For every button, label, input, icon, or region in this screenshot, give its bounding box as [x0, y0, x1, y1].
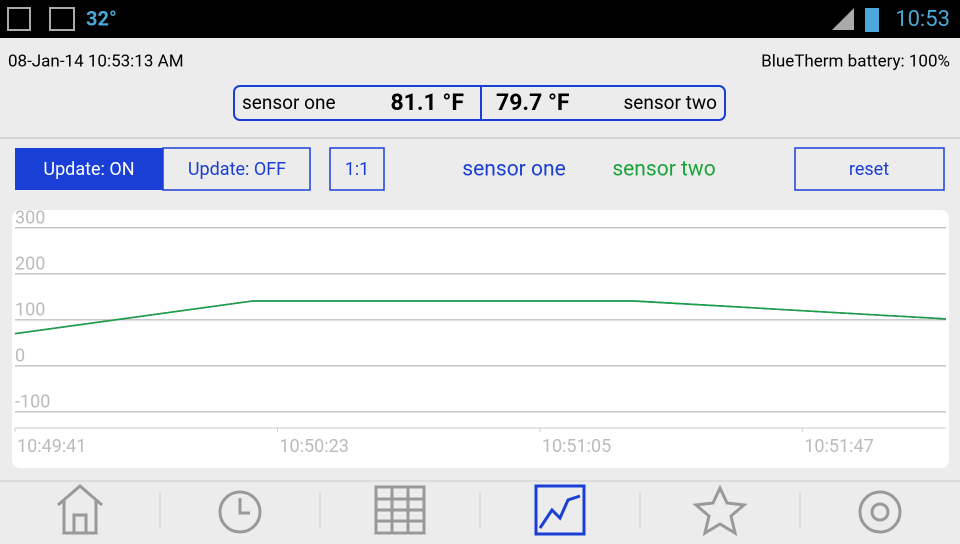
update-off-button[interactable] [162, 147, 311, 191]
readings-box [233, 85, 726, 121]
reset-label[interactable]: reset [849, 159, 889, 180]
update-on-button[interactable] [15, 148, 163, 190]
reading-value: 79.7 °F [496, 89, 570, 116]
x-tick-label: 10:49:41 [17, 436, 86, 457]
home-tab[interactable] [57, 484, 103, 535]
x-tick-label: 10:50:23 [279, 436, 348, 457]
x-tick-label: 10:51:47 [804, 436, 873, 457]
alarm-hands [238, 498, 250, 515]
chart-panel [12, 210, 949, 468]
series-line [14, 300, 947, 335]
legend-entry[interactable]: sensor one [462, 158, 565, 182]
image-icon [49, 7, 75, 31]
settings-hub [870, 502, 890, 522]
favorites-tab[interactable] [692, 484, 748, 537]
status-time: 10:53 [895, 7, 950, 32]
ratio-button[interactable] [329, 147, 385, 191]
plot: -100 0 100 200 300 10:49:41 10:50:23 10:51:05 10… [14, 208, 947, 457]
table-tab[interactable] [374, 485, 426, 535]
reading-value: 81.1 °F [390, 89, 464, 116]
update-off-label[interactable]: Update: OFF [188, 159, 286, 180]
reading-name: sensor two [624, 91, 718, 114]
y-tick-label: 200 [15, 254, 45, 275]
settings-tab[interactable] [858, 490, 902, 534]
x-tick-label: 10:51:05 [542, 436, 611, 457]
alarm-tab[interactable] [218, 490, 262, 534]
y-tick-label: 100 [15, 300, 45, 321]
ratio-label[interactable]: 1:1 [345, 159, 370, 180]
battery-icon [865, 8, 879, 32]
nav-bar [57, 484, 902, 537]
chart-tab[interactable] [534, 484, 586, 536]
y-tick-label: 0 [15, 346, 25, 367]
reading-name: sensor one [242, 91, 336, 114]
datetime: 08-Jan-14 10:53:13 AM [8, 51, 184, 71]
reset-button[interactable] [794, 147, 945, 191]
legend-entry[interactable]: sensor two [612, 158, 715, 182]
status-bar [0, 0, 960, 38]
status-temperature: 32° [86, 6, 117, 30]
y-tick-label: 300 [15, 208, 45, 229]
battery-status: BlueTherm battery: 100% [761, 51, 950, 71]
y-tick-label: -100 [15, 392, 50, 413]
notification-icon [7, 7, 31, 31]
signal-icon [832, 8, 854, 30]
update-on-label[interactable]: Update: ON [43, 159, 134, 180]
